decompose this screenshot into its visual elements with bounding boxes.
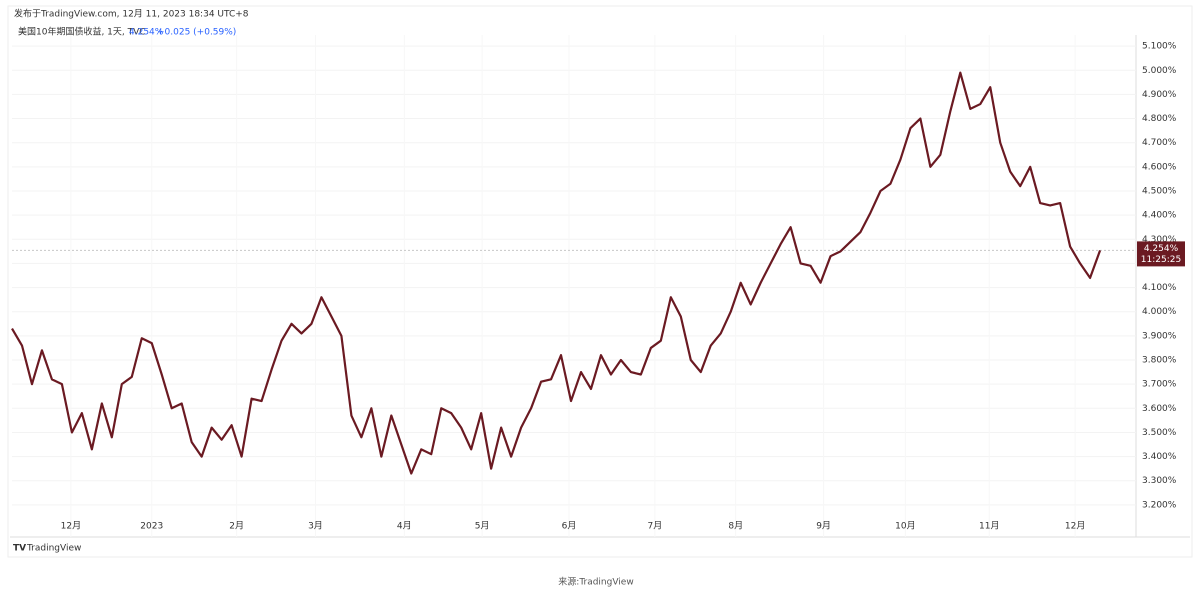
y-tick-label: 3.600% — [1142, 404, 1177, 414]
published: 发布于TradingView.com, 12月 11, 2023 18:34 U… — [14, 8, 249, 20]
x-tick-label: 5月 — [475, 521, 490, 532]
brand: TradingView — [26, 544, 81, 554]
x-tick-label: 6月 — [562, 521, 577, 532]
y-tick-label: 3.700% — [1142, 380, 1177, 390]
y-tick-label: 4.300% — [1142, 235, 1177, 245]
y-tick-label: 3.800% — [1142, 356, 1177, 366]
y-tick-label: 4.800% — [1142, 114, 1177, 124]
series-line — [11, 71, 1102, 475]
y-tick-label: 4.100% — [1142, 283, 1177, 293]
last-value: 4.254% — [129, 28, 164, 38]
change: +0.025 (+0.59%) — [157, 28, 236, 38]
y-tick-label: 5.000% — [1142, 66, 1177, 76]
y-tick-label: 4.500% — [1142, 186, 1177, 196]
symbol: 美国10年期国债收益, 1天, TVC — [18, 26, 146, 38]
y-tick-label: 4.000% — [1142, 307, 1177, 317]
y-tick-label: 3.400% — [1142, 452, 1177, 462]
x-tick-label: 10月 — [895, 521, 915, 532]
price-tag — [1137, 241, 1185, 267]
y-tick-label: 4.700% — [1142, 138, 1177, 148]
y-tick-label: 4.600% — [1142, 162, 1177, 172]
y-tick-label: 3.200% — [1142, 500, 1177, 510]
y-tick-label: 5.100% — [1142, 42, 1177, 52]
x-tick-label: 2月 — [229, 521, 244, 532]
y-tick-label: 4.900% — [1142, 90, 1177, 100]
x-tick-label: 2023 — [140, 522, 163, 532]
x-tick-label: 4月 — [397, 521, 412, 532]
price-tag-time: 11:25:25 — [1141, 255, 1181, 265]
x-tick-label: 12月 — [61, 521, 81, 532]
x-tick-label: 12月 — [1065, 521, 1085, 532]
y-tick-label: 3.500% — [1142, 428, 1177, 438]
caption: 来源:TradingView — [558, 577, 633, 588]
x-tick-label: 7月 — [647, 521, 662, 532]
x-tick-label: 8月 — [728, 521, 743, 532]
y-tick-label: 3.900% — [1142, 331, 1177, 341]
price-tag-label: 4.254% — [1144, 244, 1179, 254]
x-tick-label: 3月 — [308, 521, 323, 532]
frame — [7, 5, 1193, 558]
x-tick-label: 11月 — [979, 521, 999, 532]
logo: TV — [13, 544, 26, 554]
y-tick-label: 3.300% — [1142, 476, 1177, 486]
x-tick-label: 9月 — [816, 521, 831, 532]
y-tick-label: 4.400% — [1142, 211, 1177, 221]
